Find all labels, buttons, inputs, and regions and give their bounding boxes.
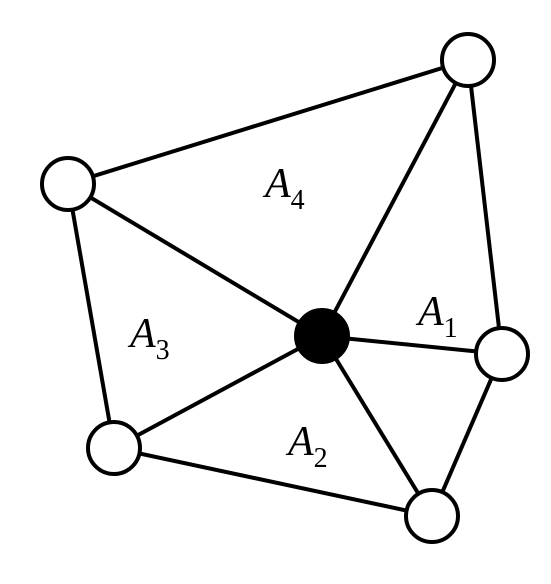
edge bbox=[322, 60, 468, 336]
edge bbox=[68, 60, 468, 184]
node-right bbox=[476, 328, 528, 380]
node-bottom_left bbox=[88, 422, 140, 474]
edge bbox=[114, 336, 322, 448]
edge bbox=[322, 336, 432, 516]
node-top_left bbox=[42, 158, 94, 210]
edge bbox=[68, 184, 114, 448]
node-center bbox=[296, 310, 348, 362]
graph-canvas bbox=[0, 0, 551, 584]
edge bbox=[114, 448, 432, 516]
node-top_right bbox=[442, 34, 494, 86]
edge bbox=[68, 184, 322, 336]
edge bbox=[468, 60, 502, 354]
node-bottom_right bbox=[406, 490, 458, 542]
